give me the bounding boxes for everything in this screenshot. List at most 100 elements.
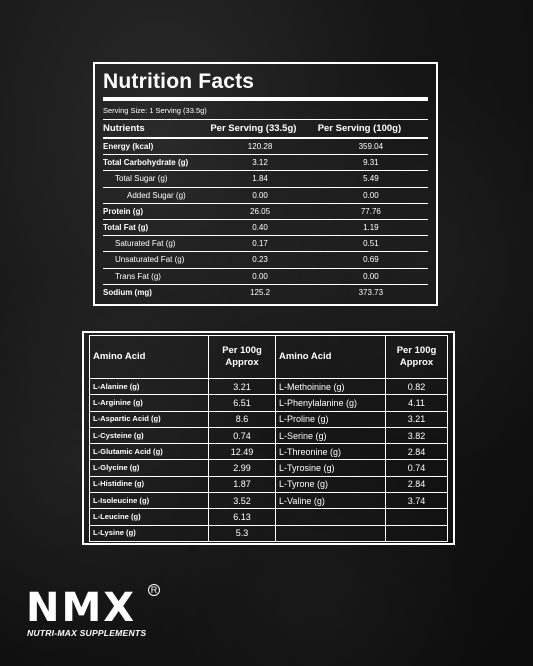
amino-header-row: Amino Acid Per 100g Approx Amino Acid Pe… — [89, 335, 448, 379]
nutrition-row: Trans Fat (g) 0.00 0.00 — [103, 269, 428, 285]
header-amino-acid-left: Amino Acid — [89, 335, 209, 379]
nutrition-row: Saturated Fat (g) 0.17 0.51 — [103, 236, 428, 253]
nutrient-per-serving: 0.00 — [252, 190, 268, 200]
nutrient-name: Added Sugar (g) — [127, 190, 186, 200]
amino-row: L-Glycine (g) 2.99 L-Tyrosine (g) 0.74 — [89, 459, 448, 477]
amino-name-left: L-Glutamic Acid (g) — [89, 443, 209, 461]
registered-mark-icon: R — [148, 584, 160, 596]
nutrition-header-row: Nutrients Per Serving (33.5g) Per Servin… — [103, 120, 428, 139]
amino-name-left: L-Aspartic Acid (g) — [89, 410, 209, 428]
nutrient-per-100g: 1.19 — [363, 223, 379, 233]
amino-value-right: 2.84 — [385, 475, 448, 494]
nutrient-per-serving: 0.23 — [252, 255, 268, 265]
header-per-100g-left: Per 100g Approx — [208, 335, 276, 379]
nutrition-row: Total Carbohydrate (g) 3.12 9.31 — [103, 155, 428, 172]
amino-value-right: 0.74 — [385, 459, 448, 477]
nutrient-name: Total Sugar (g) — [115, 174, 168, 184]
nutrient-per-serving: 1.84 — [252, 174, 268, 184]
amino-value-left: 3.21 — [208, 377, 276, 396]
nutrient-name: Trans Fat (g) — [115, 271, 161, 281]
amino-name-left: L-Cysteine (g) — [89, 426, 209, 445]
nutrient-per-100g: 0.69 — [363, 255, 379, 265]
nutrient-per-serving: 120.28 — [247, 142, 273, 151]
amino-name-right: L-Phenylalanine (g) — [275, 394, 386, 412]
amino-name-left: L-Leucine (g) — [89, 508, 209, 526]
nutrient-name: Unsaturated Fat (g) — [115, 255, 185, 265]
amino-row: L-Cysteine (g) 0.74 L-Serine (g) 3.82 — [89, 426, 448, 445]
amino-value-left: 6.13 — [208, 508, 276, 526]
nutrition-rows: Energy (kcal) 120.28 359.04 Total Carbohydr… — [103, 139, 428, 300]
amino-row: L-Alanine (g) 3.21 L-Methoinine (g) 0.82 — [89, 377, 448, 396]
nutrient-per-serving: 0.00 — [252, 271, 268, 281]
nutrient-name: Protein (g) — [103, 206, 143, 216]
amino-name-right: L-Serine (g) — [275, 426, 386, 445]
header-nutrients: Nutrients — [103, 123, 145, 134]
nutrition-row: Energy (kcal) 120.28 359.04 — [103, 139, 428, 156]
amino-name-left: L-Histidine (g) — [89, 475, 209, 494]
nutrition-facts-title: Nutrition Facts — [103, 70, 255, 93]
amino-name-right: L-Valine (g) — [275, 492, 386, 510]
amino-value-right: 0.82 — [385, 377, 448, 396]
header-per-100g-right: Per 100g Approx — [385, 335, 448, 379]
nutrient-per-serving: 0.17 — [252, 239, 268, 249]
amino-row: L-Leucine (g) 6.13 — [89, 508, 448, 526]
nutrient-name: Sodium (mg) — [103, 287, 152, 297]
nutrient-per-100g: 359.04 — [358, 142, 384, 151]
amino-value-right: 2.84 — [385, 443, 448, 461]
nmx-logo: NMX — [26, 585, 137, 631]
serving-size: Serving Size: 1 Serving (33.5g) — [103, 106, 207, 115]
header-amino-acid-right: Amino Acid — [275, 335, 386, 379]
amino-value-right: 3.74 — [385, 492, 448, 510]
amino-value-left: 2.99 — [208, 459, 276, 477]
amino-value-left: 3.52 — [208, 492, 276, 510]
amino-value-right — [385, 524, 448, 542]
nutrient-per-100g: 9.31 — [363, 158, 379, 168]
amino-value-left: 6.51 — [208, 394, 276, 412]
amino-name-left: L-Glycine (g) — [89, 459, 209, 477]
nutrition-row: Protein (g) 26.05 77.76 — [103, 204, 428, 221]
nutrient-per-100g: 0.00 — [363, 271, 379, 281]
amino-row: L-Lysine (g) 5.3 — [89, 524, 448, 542]
nutrition-facts-panel: Nutrition Facts Serving Size: 1 Serving … — [93, 62, 438, 306]
nutrient-name: Saturated Fat (g) — [115, 239, 176, 249]
header-per-100g: Per Serving (100g) — [317, 123, 402, 134]
amino-row: L-Histidine (g) 1.87 L-Tyrone (g) 2.84 — [89, 475, 448, 494]
amino-name-right: L-Methoinine (g) — [275, 377, 386, 396]
nutrient-per-serving: 125.2 — [250, 287, 271, 297]
amino-row: L-Aspartic Acid (g) 8.6 L-Proline (g) 3.21 — [89, 410, 448, 428]
nutrition-row: Added Sugar (g) 0.00 0.00 — [103, 188, 428, 204]
nutrient-name: Energy (kcal) — [103, 142, 154, 151]
thick-divider — [103, 97, 428, 101]
amino-name-right: L-Threonine (g) — [275, 443, 386, 461]
nutrient-per-serving: 3.12 — [252, 158, 268, 168]
amino-row: L-Glutamic Acid (g) 12.49 L-Threonine (g) 2… — [89, 443, 448, 461]
amino-name-right — [275, 524, 386, 542]
nutrient-per-100g: 0.00 — [363, 190, 379, 200]
amino-value-left: 12.49 — [208, 443, 276, 461]
amino-value-right: 3.21 — [385, 410, 448, 428]
amino-row: L-Arginine (g) 6.51 L-Phenylalanine (g) 4.1… — [89, 394, 448, 412]
amino-acid-table: Amino Acid Per 100g Approx Amino Acid Pe… — [89, 335, 448, 542]
amino-name-left: L-Isoleucine (g) — [89, 492, 209, 510]
amino-value-right: 4.11 — [385, 394, 448, 412]
amino-name-right — [275, 508, 386, 526]
amino-name-left: L-Arginine (g) — [89, 394, 209, 412]
nutrient-per-100g: 5.49 — [363, 174, 379, 184]
nutrition-row: Total Fat (g) 0.40 1.19 — [103, 220, 428, 237]
nutrition-row: Unsaturated Fat (g) 0.23 0.69 — [103, 252, 428, 269]
nutrient-per-100g: 77.76 — [360, 206, 381, 216]
amino-row: L-Isoleucine (g) 3.52 L-Valine (g) 3.74 — [89, 492, 448, 510]
nutrient-per-serving: 26.05 — [250, 206, 271, 216]
amino-name-left: L-Alanine (g) — [89, 377, 209, 396]
nutrition-row: Sodium (mg) 125.2 373.73 — [103, 285, 428, 300]
nutrient-name: Total Carbohydrate (g) — [103, 158, 189, 168]
nutrient-per-serving: 0.40 — [252, 223, 268, 233]
amino-value-left: 0.74 — [208, 426, 276, 445]
amino-value-left: 8.6 — [208, 410, 276, 428]
amino-name-right: L-Tyrosine (g) — [275, 459, 386, 477]
amino-name-left: L-Lysine (g) — [89, 524, 209, 542]
nutrient-per-100g: 0.51 — [363, 239, 379, 249]
amino-value-left: 1.87 — [208, 475, 276, 494]
amino-value-right — [385, 508, 448, 526]
amino-name-right: L-Tyrone (g) — [275, 475, 386, 494]
